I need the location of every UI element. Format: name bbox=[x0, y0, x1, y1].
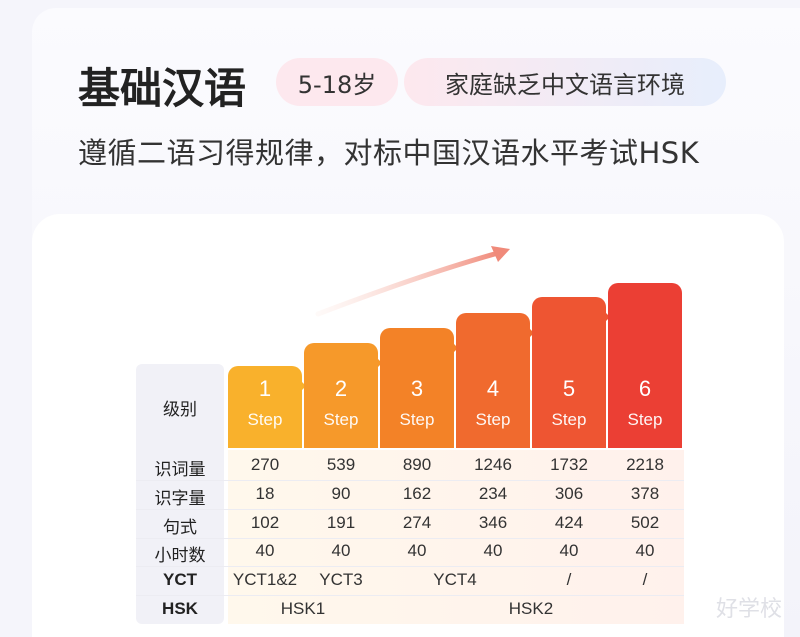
age-tag: 5-18岁 bbox=[276, 58, 398, 106]
table-cell: 40 bbox=[635, 541, 655, 560]
step-number: 2 bbox=[334, 376, 348, 401]
watermark-logo: 好学校 bbox=[715, 597, 782, 622]
step-label: Step bbox=[399, 410, 435, 429]
table-cell: 1246 bbox=[474, 455, 512, 474]
step-notch bbox=[528, 327, 534, 339]
row-divider bbox=[136, 480, 684, 481]
table-cell: 2218 bbox=[626, 455, 664, 474]
row-label: 识词量 bbox=[154, 460, 206, 479]
row-divider bbox=[136, 509, 684, 510]
table-cell: 1732 bbox=[550, 455, 588, 474]
table-cell: 40 bbox=[559, 541, 579, 560]
step-block: 1 Step bbox=[228, 366, 302, 448]
table-cell: 539 bbox=[326, 455, 356, 474]
data-area-bg bbox=[228, 450, 684, 624]
table-cell: 162 bbox=[402, 484, 432, 503]
step-label: Step bbox=[247, 410, 283, 429]
table-cell: 424 bbox=[554, 513, 584, 532]
step-block: 6 Step bbox=[608, 283, 682, 448]
table-cell: 270 bbox=[250, 455, 280, 474]
table-cell: 346 bbox=[478, 513, 508, 532]
step-notch bbox=[376, 357, 382, 369]
table-cell: 40 bbox=[331, 541, 351, 560]
step-label: Step bbox=[627, 410, 663, 429]
page-subtitle: 遵循二语习得规律，对标中国汉语水平考试HSK bbox=[78, 136, 700, 170]
yct-cell: / bbox=[642, 570, 648, 589]
page-title: 基础汉语 bbox=[78, 64, 247, 113]
step-label: Step bbox=[475, 410, 511, 429]
level-header-label: 级别 bbox=[163, 400, 197, 419]
step-block: 2 Step bbox=[304, 343, 378, 448]
table-cell: 378 bbox=[630, 484, 660, 503]
step-number: 1 bbox=[258, 376, 272, 401]
step-label: Step bbox=[323, 410, 359, 429]
table-cell: 40 bbox=[407, 541, 427, 560]
yct-cell: YCT1&2 bbox=[232, 570, 298, 589]
table-cell: 274 bbox=[402, 513, 432, 532]
step-block: 3 Step bbox=[380, 328, 454, 448]
row-label: 句式 bbox=[163, 518, 197, 537]
step-number: 5 bbox=[562, 376, 576, 401]
table-cell: 890 bbox=[402, 455, 432, 474]
table-cell: 234 bbox=[478, 484, 508, 503]
yct-cell: YCT3 bbox=[319, 570, 363, 589]
row-divider bbox=[136, 566, 684, 567]
step-label: Step bbox=[551, 410, 587, 429]
step-block: 5 Step bbox=[532, 297, 606, 448]
row-label: 识字量 bbox=[154, 489, 206, 508]
row-label: 小时数 bbox=[154, 546, 206, 565]
table-cell: 502 bbox=[630, 513, 660, 532]
table-cell: 306 bbox=[554, 484, 584, 503]
row-divider bbox=[136, 538, 684, 539]
step-number: 6 bbox=[638, 376, 652, 401]
step-notch bbox=[604, 311, 610, 323]
step-notch bbox=[452, 342, 458, 354]
table-cell: 191 bbox=[326, 513, 356, 532]
level-column-bg bbox=[136, 364, 224, 624]
hsk-label: HSK bbox=[162, 599, 198, 618]
yct-cell: / bbox=[566, 570, 572, 589]
step-notch bbox=[300, 380, 306, 392]
table-cell: 102 bbox=[250, 513, 280, 532]
row-divider bbox=[136, 595, 684, 596]
yct-cell: YCT4 bbox=[433, 570, 477, 589]
table-cell: 18 bbox=[255, 484, 275, 503]
step-number: 4 bbox=[486, 376, 500, 401]
hsk-cell: HSK2 bbox=[508, 599, 554, 618]
table-cell: 40 bbox=[255, 541, 275, 560]
table-cell: 90 bbox=[331, 484, 351, 503]
step-number: 3 bbox=[410, 376, 424, 401]
environment-tag: 家庭缺乏中文语言环境 bbox=[404, 58, 726, 106]
step-block: 4 Step bbox=[456, 313, 530, 448]
table-cell: 40 bbox=[483, 541, 503, 560]
hsk-cell: HSK1 bbox=[280, 599, 326, 618]
yct-label: YCT bbox=[163, 570, 197, 589]
